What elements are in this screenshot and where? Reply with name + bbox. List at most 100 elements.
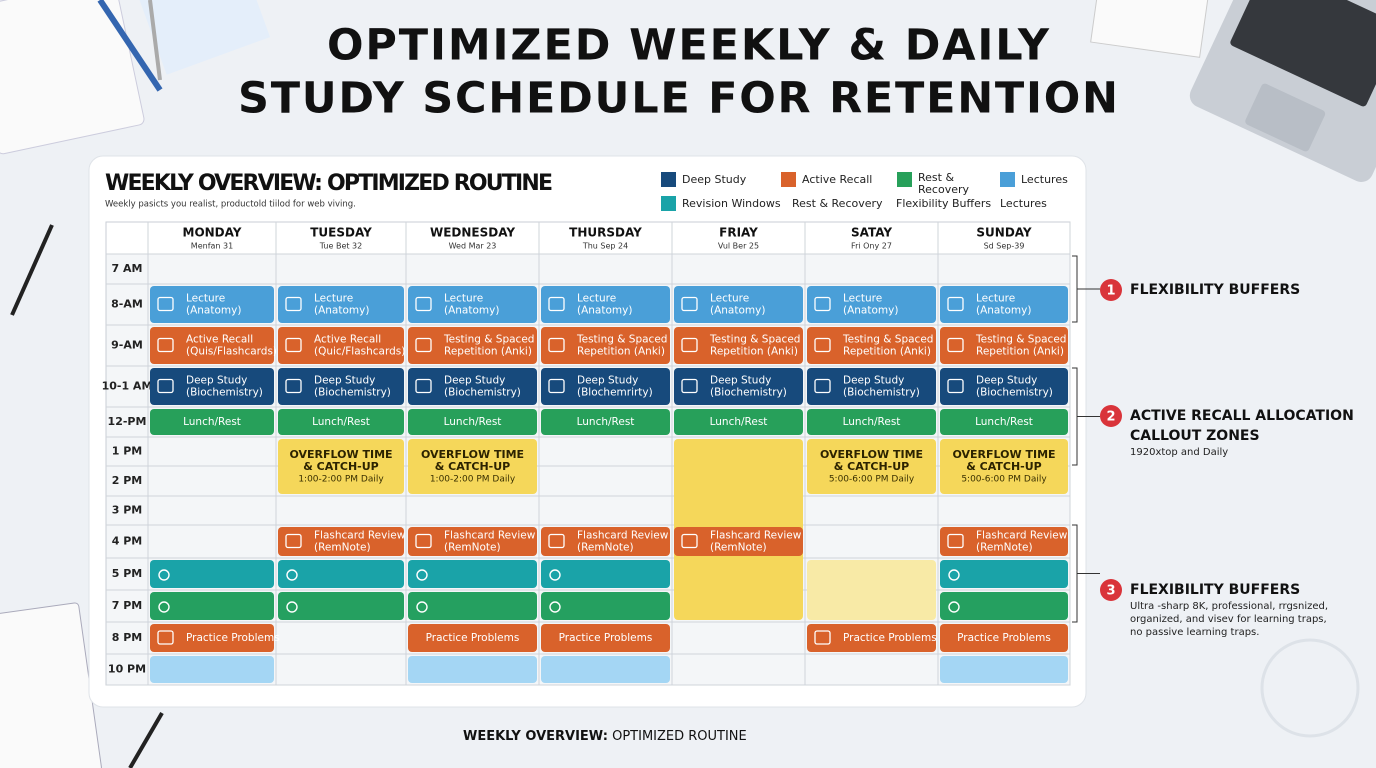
event-bg — [150, 624, 274, 652]
event-text: Deep Study — [314, 375, 375, 387]
event-text: & CATCH-UP — [834, 460, 910, 473]
event-text: Flashcard Review — [710, 530, 802, 542]
event-icon — [947, 378, 964, 394]
legend-label: Recovery — [918, 183, 969, 196]
event-text: Repetition (Anki) — [710, 346, 798, 358]
event-bg — [408, 527, 537, 556]
event-icon — [548, 378, 565, 394]
event-bg — [940, 592, 1068, 620]
event-icon — [947, 337, 964, 353]
event-bg — [408, 327, 537, 364]
event-icon — [947, 296, 964, 312]
event-text: (RemNote) — [444, 542, 501, 554]
callout-title: ACTIVE RECALL ALLOCATION — [1130, 408, 1354, 424]
event-icon — [415, 337, 432, 353]
event-bg — [541, 368, 670, 405]
event-block: Practice Problems — [807, 624, 937, 652]
event-text: & CATCH-UP — [966, 460, 1042, 473]
event-block: OVERFLOW TIME& CATCH-UP 5:00-6:00 PM Dail… — [807, 439, 936, 494]
bracket — [1072, 524, 1100, 623]
event-bg — [541, 560, 670, 588]
event-text: 5:00-6:00 PM Daily — [829, 475, 915, 485]
event-block: Deep Study(Biochemistry) — [408, 368, 537, 405]
callout-badge — [1100, 405, 1122, 427]
event-block — [150, 560, 274, 588]
event-text: Lunch/Rest — [710, 416, 768, 428]
card-subheading: Weekly pasicts you realist, productold t… — [105, 200, 356, 210]
time-label: 10 PM — [108, 663, 146, 676]
event-block: Lecture(Anatomy) — [408, 286, 537, 323]
timer-icon — [286, 601, 298, 613]
timer-icon — [158, 601, 170, 613]
event-block — [940, 592, 1068, 620]
event-text: Deep Study — [843, 375, 904, 387]
timer-icon — [549, 569, 561, 581]
event-block: Lecture(Anatomy) — [807, 286, 936, 323]
callout-badge — [1100, 579, 1122, 601]
event-bg — [940, 286, 1068, 323]
event-block — [541, 592, 670, 620]
event-text: OVERFLOW TIME — [952, 448, 1055, 461]
event-text: Practice Problems — [186, 632, 280, 644]
event-bg — [278, 592, 404, 620]
day-date: Wed Mar 23 — [449, 242, 497, 251]
title-line: OPTIMIZED WEEKLY & DAILY — [327, 21, 1050, 71]
event-text: Testing & Spaced — [842, 334, 933, 346]
event-block: Lecture(Anatomy) — [541, 286, 670, 323]
event-bg — [278, 327, 404, 364]
event-text: Practice Problems — [957, 632, 1051, 644]
callout-badge — [1100, 279, 1122, 301]
event-text: Practice Problems — [843, 632, 937, 644]
bracket — [1072, 367, 1100, 466]
event-text: Repetition (Anki) — [976, 346, 1064, 358]
event-block — [541, 656, 670, 683]
legend-swatch — [661, 196, 676, 211]
time-label: 8-AM — [111, 298, 143, 311]
timer-icon — [948, 569, 960, 581]
event-block: OVERFLOW TIME& CATCH-UP 1:00-2:00 PM Dail… — [278, 439, 404, 494]
day-name: WEDNESDAY — [430, 226, 515, 240]
event-text: & CATCH-UP — [303, 460, 379, 473]
event-text: OVERFLOW TIME — [820, 448, 923, 461]
event-bg — [408, 286, 537, 323]
event-block: Deep Study(Biochemistry) — [150, 368, 274, 405]
legend-label: Lectures — [1021, 173, 1068, 186]
event-text: (Anatomy) — [444, 305, 499, 317]
event-bg — [408, 656, 537, 683]
header-row — [105, 221, 1071, 255]
event-block — [278, 560, 404, 588]
event-bg — [940, 439, 1068, 494]
event-text: 1:00-2:00 PM Daily — [430, 475, 516, 485]
title-line: STUDY SCHEDULE FOR RETENTION — [238, 74, 1118, 124]
legend-swatch — [897, 172, 912, 187]
card-heading: WEEKLY OVERVIEW: OPTIMIZED ROUTINE — [105, 171, 553, 196]
event-bg — [278, 439, 404, 494]
event-bg — [408, 624, 537, 652]
event-block — [408, 656, 537, 683]
event-text: Lunch/Rest — [312, 416, 370, 428]
event-bg — [541, 327, 670, 364]
timer-icon — [286, 569, 298, 581]
event-icon — [157, 630, 174, 645]
legend-label: Rest & Recovery — [792, 197, 883, 210]
event-bg — [278, 368, 404, 405]
event-icon — [285, 533, 302, 549]
event-bg — [408, 439, 537, 494]
callout-number: 3 — [1106, 584, 1115, 599]
event-text: 1:00-2:00 PM Daily — [298, 475, 384, 485]
time-label: 3 PM — [112, 504, 143, 517]
time-label: 7 PM — [112, 599, 143, 612]
callout-text: Ultra -sharp 8K, professional, rrgsnized… — [1130, 601, 1328, 612]
event-bg — [807, 560, 936, 620]
event-bg — [150, 409, 274, 435]
event-bg — [150, 286, 274, 323]
event-block: OVERFLOW TIME& CATCH-UP 5:00-6:00 PM Dail… — [940, 439, 1068, 494]
callout-text: organized, and visev for learning traps, — [1130, 614, 1327, 625]
event-block: Lunch/Rest — [278, 409, 404, 435]
event-block: Lecture(Anatomy) — [278, 286, 404, 323]
event-block: Flashcard Review(RemNote) — [541, 527, 670, 556]
event-bg — [278, 409, 404, 435]
event-bg — [150, 327, 274, 364]
callout-text: no passive learning traps. — [1130, 627, 1259, 638]
